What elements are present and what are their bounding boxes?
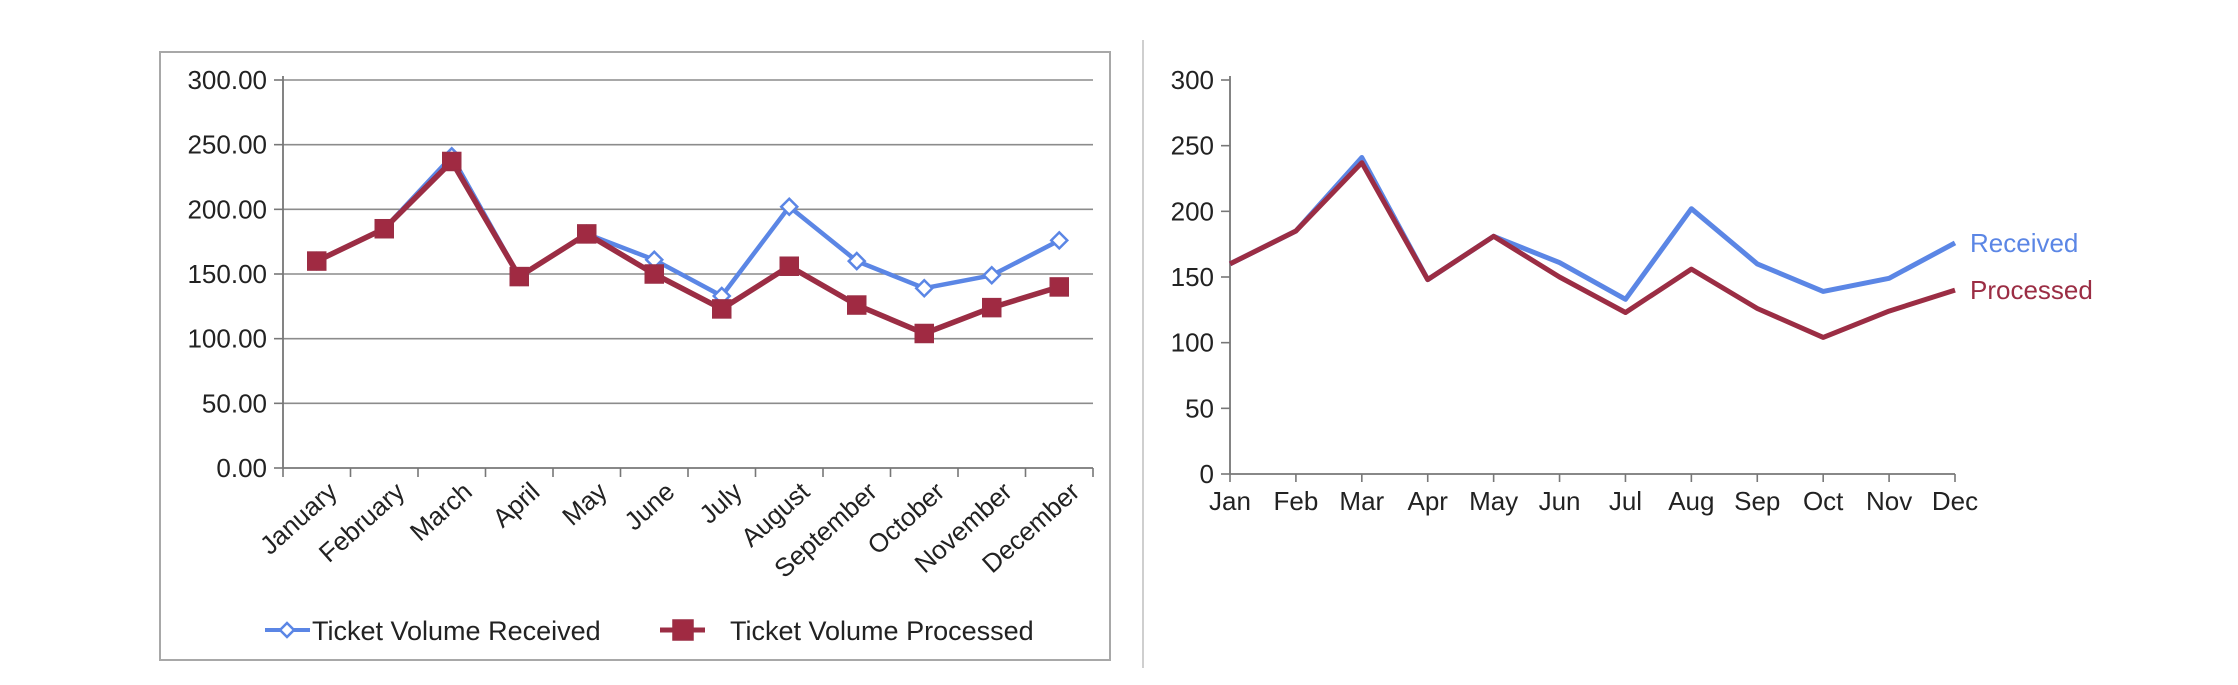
- left-processed-marker: [374, 218, 394, 239]
- right-x-tick-label: Oct: [1803, 486, 1844, 516]
- right-y-tick-label: 50: [1185, 393, 1214, 423]
- right-series-line-received: [1228, 155, 1957, 302]
- left-processed-marker: [577, 224, 597, 244]
- left-series-line-received: [315, 154, 1061, 299]
- right-series-label-received: Received: [1970, 228, 2078, 258]
- right-y-tick-label: 150: [1171, 262, 1214, 292]
- right-y-tick-label: 200: [1171, 196, 1214, 226]
- left-processed-marker: [509, 266, 529, 287]
- left-received-marker: [1049, 230, 1070, 251]
- legend-processed-label: Ticket Volume Processed: [730, 616, 1034, 646]
- right-series-label-processed: Processed: [1970, 275, 2093, 305]
- left-y-tick-label: 0.00: [216, 453, 267, 483]
- left-received-marker: [846, 251, 867, 271]
- right-x-tick-label: Nov: [1866, 486, 1912, 516]
- left-y-tick-label: 150.00: [187, 259, 267, 289]
- left-received-marker: [914, 278, 935, 298]
- left-x-tick-label: June: [618, 476, 680, 536]
- right-y-tick-label: 250: [1171, 131, 1214, 161]
- left-y-tick-label: 300.00: [187, 65, 267, 95]
- left-chart-frame: [159, 51, 1111, 661]
- left-x-tick-label: April: [487, 476, 546, 533]
- left-processed-marker: [712, 299, 732, 319]
- left-y-tick-label: 50.00: [202, 388, 267, 418]
- right-x-tick-label: Dec: [1932, 486, 1978, 516]
- right-x-tick-label: Aug: [1668, 486, 1714, 516]
- right-x-tick-label: Jan: [1209, 486, 1251, 516]
- right-x-tick-label: Mar: [1339, 486, 1384, 516]
- right-x-tick-label: Feb: [1274, 486, 1319, 516]
- right-x-tick-label: May: [1469, 486, 1518, 516]
- left-processed-marker: [1049, 277, 1069, 297]
- left-x-tick-label: March: [404, 476, 478, 547]
- right-y-tick-label: 100: [1171, 328, 1214, 358]
- right-y-tick-label: 0: [1200, 459, 1214, 489]
- left-processed-marker: [914, 323, 934, 344]
- legend-received-label: Ticket Volume Received: [312, 616, 601, 646]
- right-series-line-processed: [1228, 160, 1956, 340]
- left-received-marker: [981, 265, 1002, 286]
- left-processed-marker: [442, 151, 462, 172]
- right-y-tick-label: 300: [1171, 65, 1214, 95]
- legend-processed-marker: [672, 619, 694, 641]
- left-processed-marker: [982, 297, 1002, 318]
- right-x-tick-label: Apr: [1407, 486, 1448, 516]
- left-y-tick-label: 250.00: [187, 130, 267, 160]
- left-series-line-processed: [315, 158, 1061, 337]
- left-received-marker: [779, 196, 800, 217]
- left-processed-marker: [847, 295, 867, 315]
- left-y-tick-label: 200.00: [187, 194, 267, 224]
- legend-received-marker: [278, 621, 296, 639]
- left-processed-marker: [307, 251, 327, 271]
- left-x-tick-label: July: [693, 476, 747, 529]
- right-x-tick-label: Jun: [1539, 486, 1581, 516]
- right-x-tick-label: Jul: [1609, 486, 1642, 516]
- right-x-tick-label: Sep: [1734, 486, 1780, 516]
- left-processed-marker: [779, 256, 799, 276]
- left-x-tick-label: May: [556, 476, 613, 531]
- left-processed-marker: [644, 264, 664, 284]
- left-y-tick-label: 100.00: [187, 324, 267, 354]
